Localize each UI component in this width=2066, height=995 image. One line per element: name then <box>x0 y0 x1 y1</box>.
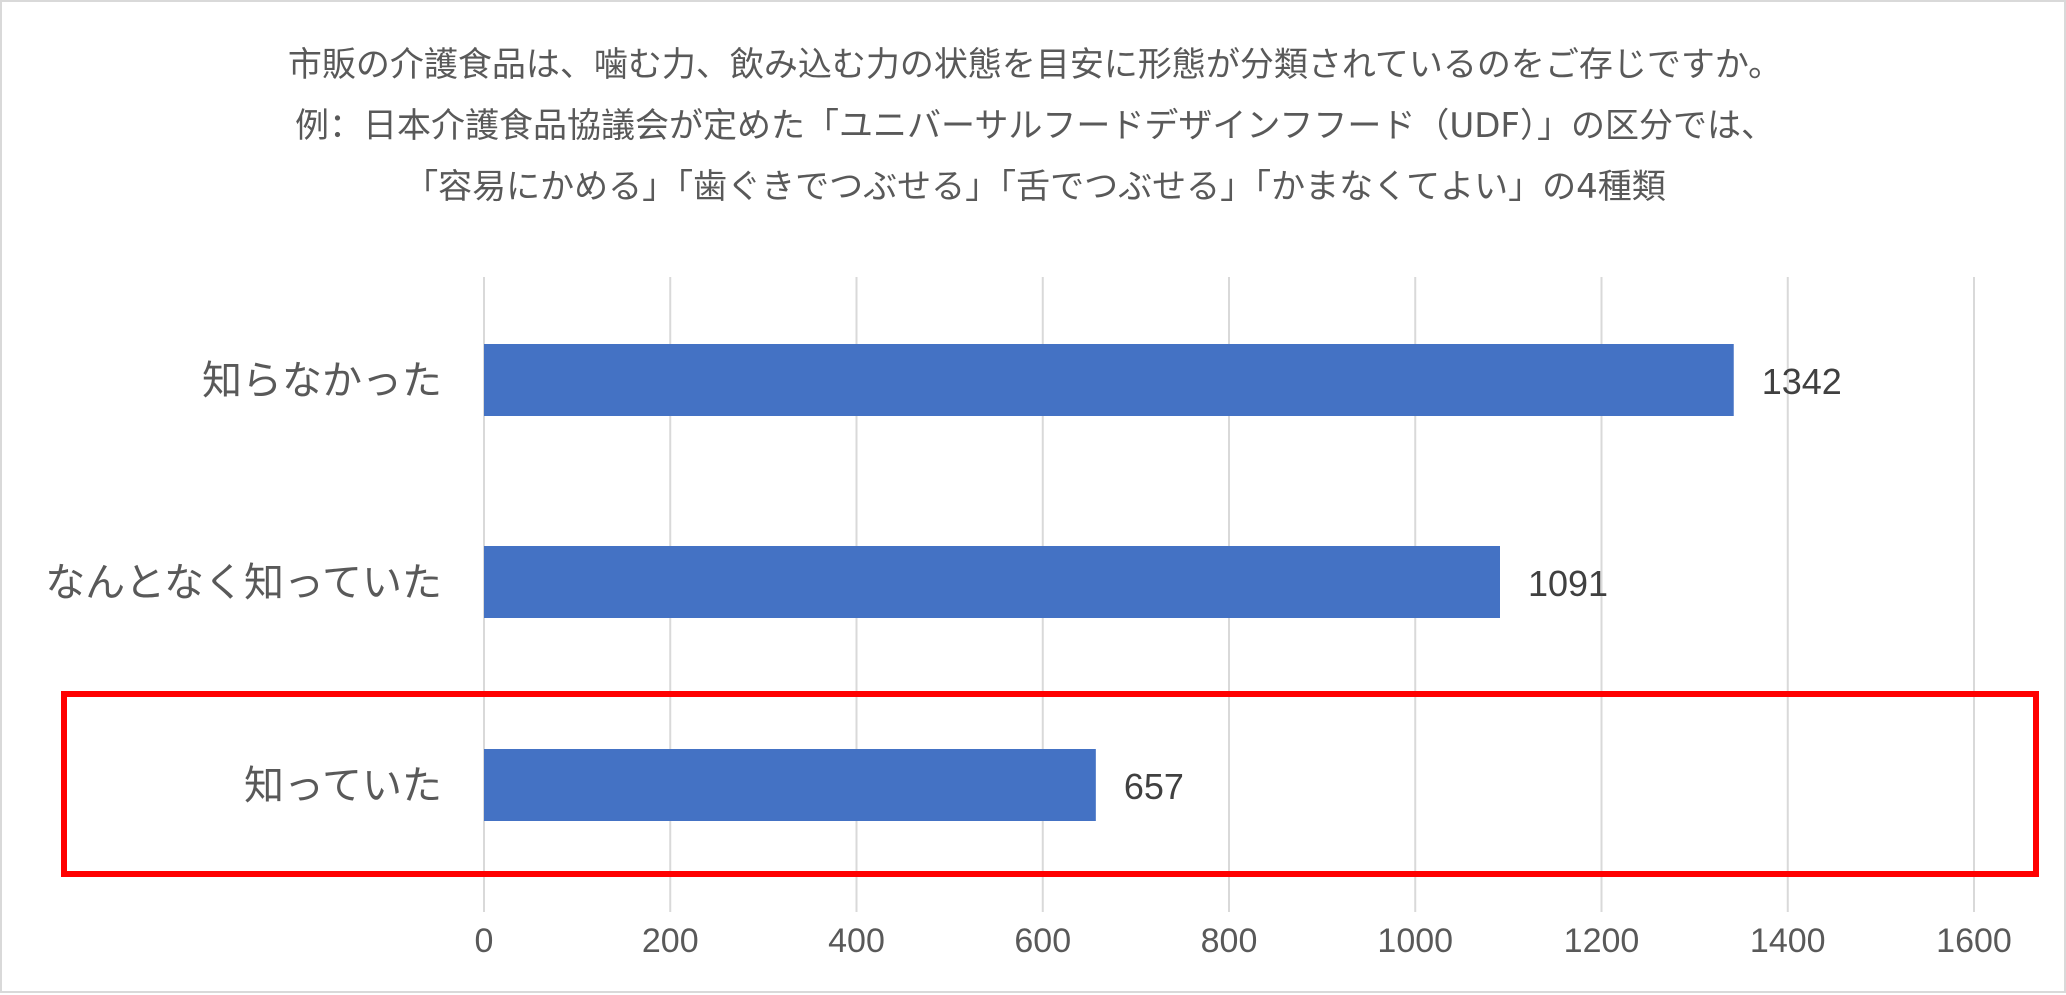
x-tick-label: 800 <box>1201 922 1258 960</box>
bars <box>484 344 1734 821</box>
x-tick-label: 600 <box>1014 922 1071 960</box>
data-label: 1342 <box>1762 361 1842 402</box>
data-label: 1091 <box>1528 563 1608 604</box>
x-tick-label: 1400 <box>1750 922 1826 960</box>
x-tick-label: 1200 <box>1564 922 1640 960</box>
x-tick-label: 0 <box>475 922 494 960</box>
data-label: 657 <box>1124 766 1184 807</box>
chart-title-line-2: 例：日本介護食品協議会が定めた「ユニバーサルフードデザインフフード（UDF）」の… <box>295 106 1775 146</box>
chart-title-line-3: 「容易にかめる」「歯ぐきでつぶせる」「舌でつぶせる」「かまなくてよい」の4種類 <box>404 167 1666 207</box>
x-tick-label: 400 <box>828 922 885 960</box>
category-label: 知っていた <box>244 763 442 809</box>
x-tick-label: 1600 <box>1936 922 2012 960</box>
x-tick-label: 1000 <box>1377 922 1453 960</box>
category-label: なんとなく知っていた <box>45 560 442 606</box>
highlight-box <box>61 691 2039 877</box>
bar <box>484 546 1500 618</box>
x-axis-tick-labels: 0 200 400 600 800 1000 1200 1400 1600 <box>475 922 2012 960</box>
x-tick-label: 200 <box>642 922 699 960</box>
bar <box>484 749 1096 821</box>
bar <box>484 344 1734 416</box>
category-label: 知らなかった <box>202 358 442 404</box>
data-labels: 1342 1091 657 <box>1124 361 1842 807</box>
chart-title-line-1: 市販の介護食品は、噛む力、飲み込む力の状態を目安に形態が分類されているのをご存じ… <box>288 45 1782 85</box>
chart-title: 市販の介護食品は、噛む力、飲み込む力の状態を目安に形態が分類されているのをご存じ… <box>288 45 1782 207</box>
